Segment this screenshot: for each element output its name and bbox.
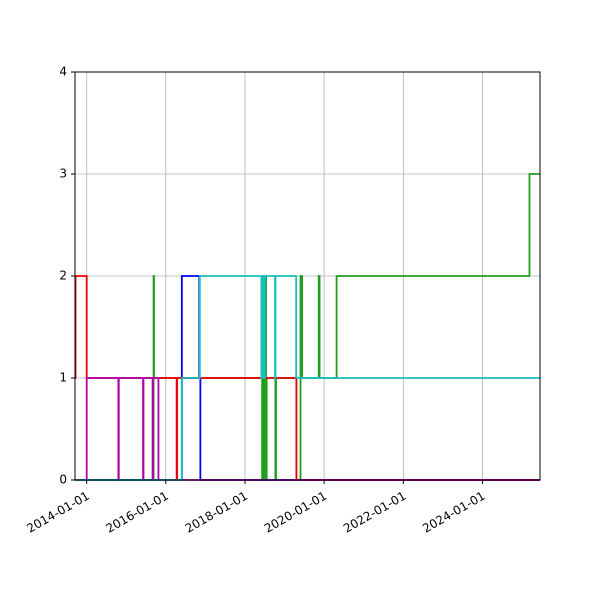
y-axis: 0 1 2 3 4	[59, 65, 75, 487]
y-tick-label: 4	[59, 65, 67, 79]
series-line-5	[75, 275, 540, 481]
y-tick-label: 2	[59, 269, 67, 283]
y-tick-label: 0	[59, 473, 67, 487]
y-tick-label: 3	[59, 167, 67, 181]
y-tick-label: 1	[59, 371, 67, 385]
